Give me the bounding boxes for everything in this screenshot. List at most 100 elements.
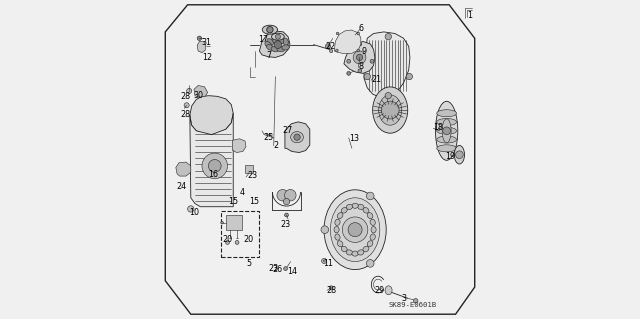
Ellipse shape: [358, 204, 364, 210]
Circle shape: [330, 49, 333, 53]
Ellipse shape: [337, 213, 343, 219]
Ellipse shape: [358, 250, 364, 255]
Text: 15: 15: [228, 197, 239, 206]
Ellipse shape: [330, 198, 380, 262]
Ellipse shape: [436, 119, 456, 126]
Text: 3: 3: [401, 294, 406, 303]
Circle shape: [443, 127, 451, 135]
Ellipse shape: [265, 41, 272, 48]
Ellipse shape: [372, 87, 408, 133]
Ellipse shape: [367, 241, 373, 247]
Circle shape: [413, 299, 418, 303]
Text: SK89-E0601B: SK89-E0601B: [388, 302, 436, 308]
Ellipse shape: [277, 47, 285, 52]
Text: 12: 12: [202, 53, 212, 62]
Text: 15: 15: [249, 197, 259, 206]
Circle shape: [325, 44, 330, 49]
Circle shape: [342, 217, 368, 242]
Text: 28: 28: [326, 286, 337, 295]
Text: 5: 5: [246, 259, 251, 268]
Circle shape: [275, 34, 280, 39]
Text: 23: 23: [268, 264, 278, 273]
Circle shape: [357, 32, 360, 35]
Circle shape: [274, 41, 282, 48]
Ellipse shape: [267, 39, 273, 45]
Polygon shape: [190, 96, 233, 135]
Ellipse shape: [436, 127, 456, 134]
Ellipse shape: [363, 208, 369, 213]
Ellipse shape: [352, 251, 358, 256]
Text: 23: 23: [248, 171, 258, 180]
Text: 22: 22: [326, 42, 336, 51]
Circle shape: [285, 189, 296, 201]
Circle shape: [321, 226, 328, 234]
Text: 31: 31: [201, 38, 211, 47]
Circle shape: [385, 93, 392, 99]
Polygon shape: [176, 162, 191, 176]
Text: 18: 18: [433, 123, 444, 132]
Text: 6: 6: [358, 24, 364, 33]
Bar: [221, 211, 259, 257]
Ellipse shape: [352, 203, 358, 208]
Text: 26: 26: [272, 265, 282, 274]
Ellipse shape: [363, 246, 369, 252]
Ellipse shape: [367, 213, 373, 219]
Polygon shape: [232, 139, 246, 152]
Circle shape: [358, 42, 362, 46]
Ellipse shape: [272, 37, 278, 44]
Circle shape: [385, 33, 392, 40]
Ellipse shape: [385, 286, 392, 295]
Text: 24: 24: [177, 182, 187, 191]
Text: 10: 10: [189, 208, 199, 217]
Ellipse shape: [282, 45, 289, 50]
Circle shape: [406, 73, 413, 80]
Circle shape: [284, 198, 290, 205]
Circle shape: [277, 189, 289, 201]
Circle shape: [347, 59, 351, 63]
Polygon shape: [259, 31, 290, 57]
Circle shape: [335, 49, 338, 52]
Ellipse shape: [283, 38, 288, 46]
Ellipse shape: [278, 36, 284, 44]
Circle shape: [197, 36, 202, 41]
Polygon shape: [364, 32, 410, 97]
Circle shape: [381, 101, 399, 119]
Ellipse shape: [370, 234, 375, 240]
Circle shape: [188, 206, 194, 212]
Circle shape: [187, 88, 192, 93]
Ellipse shape: [285, 41, 290, 48]
Text: 7: 7: [267, 51, 272, 60]
Polygon shape: [190, 113, 233, 207]
Circle shape: [456, 151, 463, 159]
Ellipse shape: [324, 190, 386, 270]
Ellipse shape: [379, 95, 402, 125]
Text: 16: 16: [208, 170, 218, 179]
Circle shape: [225, 241, 229, 244]
Circle shape: [294, 134, 300, 140]
Circle shape: [367, 192, 374, 200]
Ellipse shape: [346, 204, 353, 210]
Polygon shape: [285, 122, 310, 152]
Ellipse shape: [346, 250, 353, 255]
Circle shape: [364, 73, 371, 80]
Text: 28: 28: [180, 92, 191, 101]
Circle shape: [336, 32, 339, 35]
Ellipse shape: [271, 47, 278, 52]
Text: 2: 2: [274, 141, 279, 150]
Text: 20: 20: [243, 235, 253, 244]
Ellipse shape: [436, 110, 456, 117]
Polygon shape: [226, 215, 242, 230]
Ellipse shape: [341, 208, 347, 213]
Text: 9: 9: [362, 47, 367, 56]
Text: 19: 19: [445, 152, 456, 161]
Ellipse shape: [262, 25, 278, 34]
Ellipse shape: [335, 234, 340, 240]
Circle shape: [184, 103, 189, 108]
Polygon shape: [344, 41, 375, 73]
Circle shape: [353, 51, 366, 64]
Text: 8: 8: [358, 63, 364, 71]
Ellipse shape: [436, 136, 456, 143]
Text: 20: 20: [223, 235, 233, 244]
Circle shape: [370, 59, 374, 63]
Circle shape: [209, 160, 221, 172]
